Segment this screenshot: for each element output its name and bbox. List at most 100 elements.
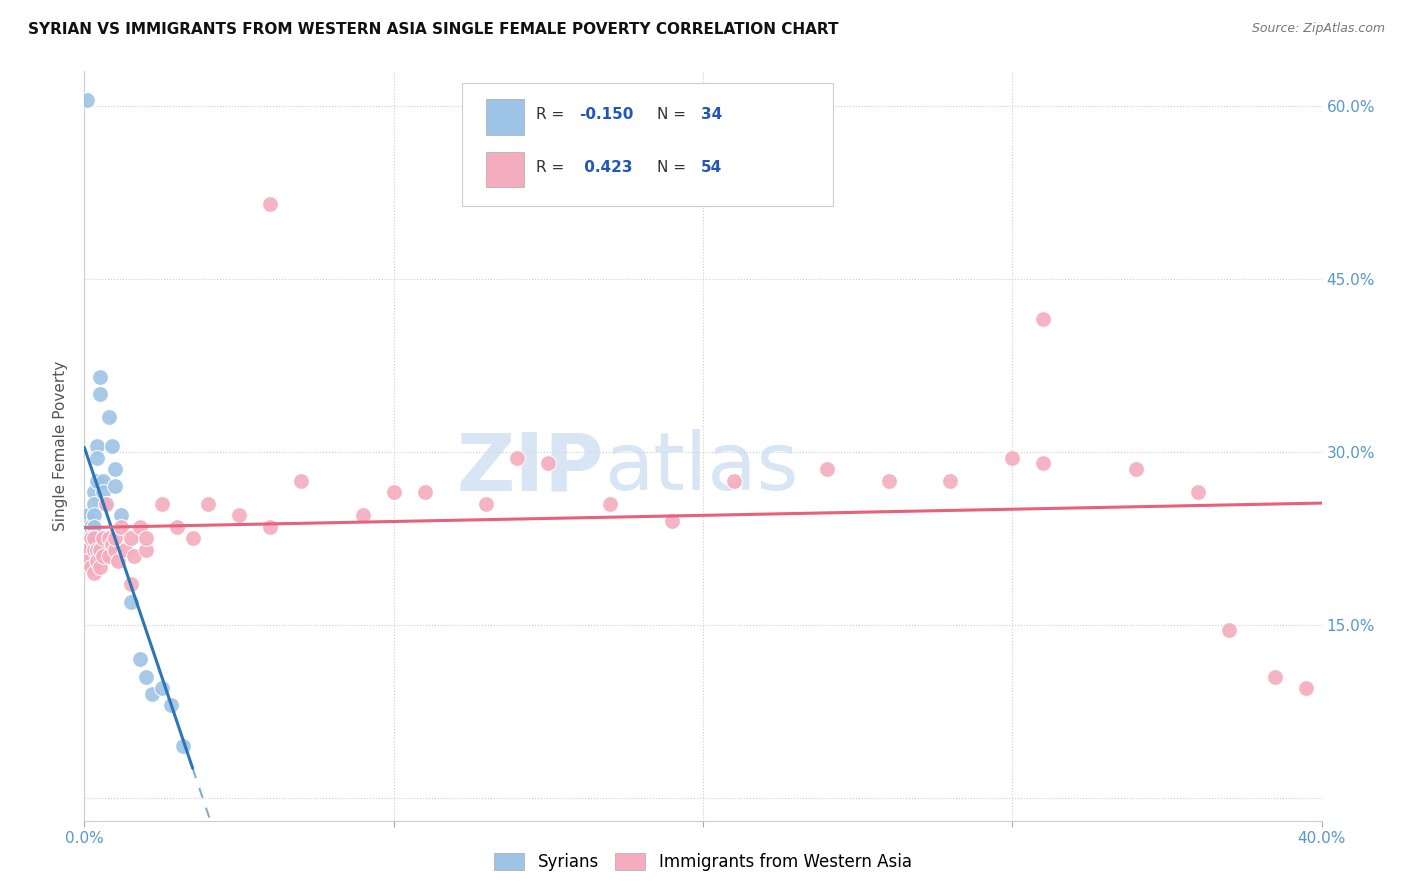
Point (79, 542, 101, 557)
Point (1001, 450, 1024, 465)
Text: SYRIAN VS IMMIGRANTS FROM WESTERN ASIA SINGLE FEMALE POVERTY CORRELATION CHART: SYRIAN VS IMMIGRANTS FROM WESTERN ASIA S… (28, 22, 838, 37)
Point (160, 698, 183, 713)
Point (79, 549, 101, 563)
Point (83, 497, 105, 511)
Text: 34: 34 (700, 107, 721, 122)
Text: atlas: atlas (605, 429, 799, 508)
Point (135, 542, 157, 557)
Point (172, 739, 194, 753)
Point (290, 474, 312, 488)
Point (91, 474, 114, 488)
Point (352, 508, 374, 523)
Point (86, 474, 108, 488)
Point (197, 497, 219, 511)
Point (661, 514, 683, 528)
Point (79, 525, 101, 540)
Text: R =: R = (536, 160, 569, 175)
Point (79, 531, 101, 545)
Point (83, 542, 105, 557)
Point (83, 508, 105, 523)
Point (107, 554, 129, 568)
Point (91, 485, 114, 500)
Text: 0.423: 0.423 (579, 160, 633, 175)
Point (114, 542, 136, 557)
Point (110, 519, 132, 533)
Point (91, 549, 114, 563)
Point (506, 450, 529, 465)
FancyBboxPatch shape (486, 152, 523, 187)
Point (98, 410, 121, 425)
Point (104, 479, 127, 493)
Point (76, 93, 98, 107)
Point (122, 549, 145, 563)
Point (83, 531, 105, 545)
FancyBboxPatch shape (486, 99, 523, 135)
Point (1264, 669, 1286, 683)
Text: R =: R = (536, 107, 569, 122)
Point (166, 519, 188, 533)
Point (86, 542, 108, 557)
Text: N =: N = (657, 160, 692, 175)
Point (76, 542, 98, 557)
Point (94, 497, 117, 511)
Point (98, 549, 121, 563)
Point (110, 508, 132, 523)
Point (1125, 462, 1147, 476)
Point (86, 554, 108, 568)
Point (120, 577, 142, 591)
Point (815, 462, 838, 476)
Point (104, 462, 127, 476)
Point (98, 531, 121, 545)
Point (79, 519, 101, 533)
Point (1187, 485, 1209, 500)
Text: Source: ZipAtlas.com: Source: ZipAtlas.com (1251, 22, 1385, 36)
Point (413, 485, 436, 500)
Point (83, 485, 105, 500)
Point (101, 537, 124, 551)
Text: ZIP: ZIP (457, 429, 605, 508)
Text: N =: N = (657, 107, 692, 122)
Point (89, 369, 111, 384)
Point (135, 669, 157, 683)
Point (228, 508, 250, 523)
Point (83, 519, 105, 533)
Point (939, 474, 962, 488)
Point (135, 531, 157, 545)
Point (94, 497, 117, 511)
Point (599, 497, 621, 511)
Point (1218, 624, 1240, 638)
Point (120, 531, 142, 545)
Point (91, 531, 114, 545)
Point (150, 497, 173, 511)
Point (89, 560, 111, 574)
Point (76, 519, 98, 533)
Point (76, 508, 98, 523)
Point (1032, 312, 1054, 326)
Point (120, 594, 142, 608)
Point (129, 519, 152, 533)
Point (259, 519, 281, 533)
Point (89, 542, 111, 557)
Point (86, 450, 108, 465)
Point (79, 531, 101, 545)
Point (104, 542, 127, 557)
Point (877, 474, 900, 488)
Legend: Syrians, Immigrants from Western Asia: Syrians, Immigrants from Western Asia (486, 845, 920, 880)
Point (475, 497, 498, 511)
Point (104, 531, 127, 545)
Y-axis label: Single Female Poverty: Single Female Poverty (53, 361, 69, 531)
Point (181, 531, 204, 545)
Point (76, 554, 98, 568)
Point (129, 652, 152, 666)
Point (83, 531, 105, 545)
Text: -0.150: -0.150 (579, 107, 634, 122)
Point (86, 439, 108, 453)
Point (83, 542, 105, 557)
Point (76, 531, 98, 545)
FancyBboxPatch shape (461, 83, 832, 206)
Point (141, 687, 163, 701)
Point (79, 560, 101, 574)
Point (83, 566, 105, 580)
Point (259, 197, 281, 211)
Point (150, 681, 173, 695)
